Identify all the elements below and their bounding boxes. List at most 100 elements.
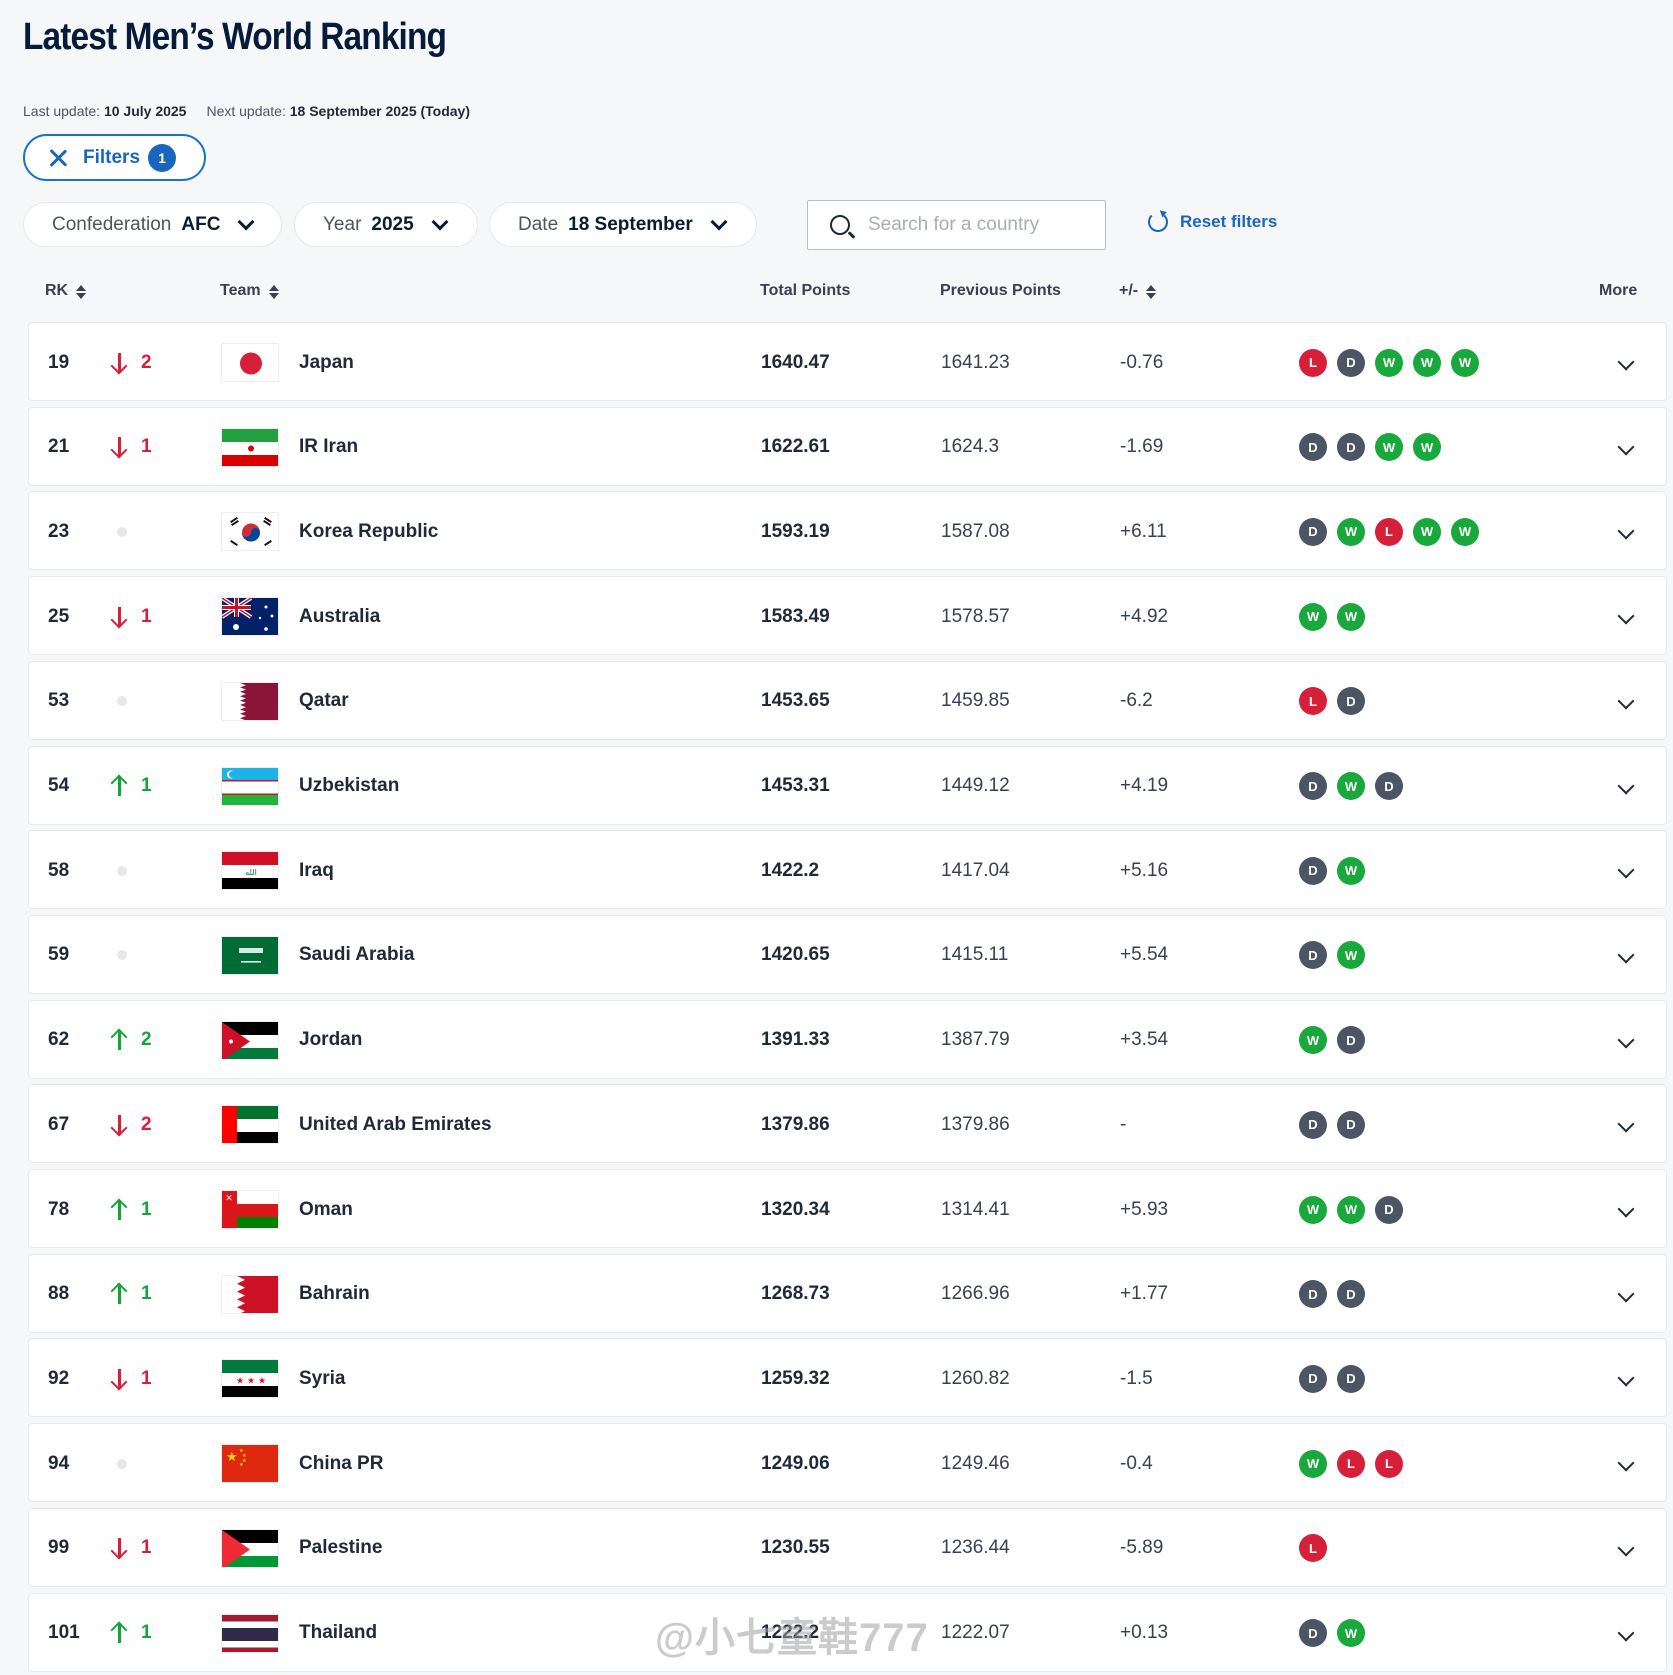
- form-badge: D: [1299, 1280, 1327, 1309]
- close-icon: [47, 147, 69, 169]
- no-change-indicator: [117, 696, 127, 707]
- previous-points: 1387.79: [941, 1029, 1010, 1051]
- chevron-down-icon[interactable]: [1617, 946, 1635, 964]
- table-header: RK Team Total Points Previous Points +/-…: [0, 276, 1673, 306]
- rank: 59: [48, 944, 70, 966]
- table-row[interactable]: 67 2 United Arab Emirates 1379.86 1379.86 - D D: [28, 1084, 1667, 1164]
- form-badge: D: [1299, 1364, 1327, 1393]
- svg-text:★: ★: [226, 1450, 238, 1465]
- table-row[interactable]: 25 1 Australia 1583.49 1578.57 +4.92 W W: [28, 576, 1667, 656]
- table-row[interactable]: 19 2 Japan 1640.47 1641.23 -0.76 L D W W W: [28, 322, 1667, 401]
- chevron-down-icon[interactable]: [1617, 1454, 1635, 1472]
- header-previous-points: Previous Points: [940, 282, 1061, 300]
- team-name[interactable]: Japan: [299, 351, 354, 373]
- rank-move: [111, 492, 127, 571]
- syria-flag-icon: ★ ★ ★: [221, 1359, 279, 1399]
- table-row[interactable]: 101 1 Thailand 1222.2 1222.07 +0.13 D W: [28, 1592, 1667, 1672]
- chevron-down-icon[interactable]: [1617, 777, 1635, 794]
- form-badge: L: [1299, 1534, 1327, 1563]
- chevron-down-icon[interactable]: [1617, 1285, 1635, 1303]
- form-badge: W: [1375, 433, 1403, 462]
- search-input[interactable]: [868, 214, 1098, 236]
- svg-text:★: ★: [247, 1377, 255, 1387]
- chevron-down-icon[interactable]: [1617, 438, 1635, 456]
- table-row[interactable]: 99 1 Palestine 1230.55 1236.44 -5.89 L: [28, 1507, 1667, 1587]
- oman-flag-icon: ✕: [221, 1190, 279, 1229]
- reset-filters-button[interactable]: Reset filters: [1148, 212, 1277, 232]
- team-name[interactable]: China PR: [299, 1452, 384, 1474]
- team-name[interactable]: United Arab Emirates: [299, 1113, 492, 1135]
- team-name[interactable]: Saudi Arabia: [299, 944, 415, 966]
- chevron-down-icon[interactable]: [1617, 861, 1635, 879]
- rank: 78: [48, 1198, 70, 1220]
- table-row[interactable]: 54 1 Uzbekistan 1453.31 1449.12 +4.19 D W D: [28, 745, 1667, 826]
- team-name[interactable]: Australia: [299, 605, 381, 627]
- chevron-down-icon[interactable]: [1617, 1624, 1635, 1641]
- points-diff: -1.5: [1120, 1367, 1153, 1389]
- thailand-flag-icon: [221, 1613, 279, 1653]
- header-rank[interactable]: RK: [45, 282, 87, 300]
- team-name[interactable]: Korea Republic: [299, 520, 439, 542]
- points-diff: -6.2: [1120, 690, 1153, 712]
- table-row[interactable]: 88 1 Bahrain 1268.73 1266.96 +1.77 D D: [28, 1253, 1667, 1333]
- iran-flag-icon: [221, 427, 279, 467]
- chevron-down-icon[interactable]: [1617, 1031, 1635, 1049]
- chevron-down-icon[interactable]: [1617, 1200, 1635, 1218]
- chevron-down-icon[interactable]: [1617, 1539, 1635, 1557]
- chevron-down-icon[interactable]: [1617, 522, 1635, 540]
- team-name[interactable]: Jordan: [299, 1029, 363, 1051]
- table-row[interactable]: 23 Korea Republic 1593.19 1587.08 +6.11 D W L W W: [28, 491, 1667, 571]
- sort-icon: [1146, 284, 1157, 299]
- team-name[interactable]: Bahrain: [299, 1283, 370, 1305]
- team-name[interactable]: Oman: [299, 1198, 353, 1220]
- table-row[interactable]: 53 Qatar 1453.65 1459.85 -6.2 L D: [28, 660, 1667, 740]
- chevron-down-icon[interactable]: [1617, 1115, 1635, 1133]
- header-rank-label: RK: [45, 282, 69, 299]
- form-badge: W: [1337, 517, 1365, 546]
- table-row[interactable]: 59 Saudi Arabia 1420.65 1415.11 +5.54 D W: [28, 914, 1667, 994]
- points-diff: -1.69: [1120, 436, 1164, 458]
- total-points: 1268.73: [761, 1283, 830, 1305]
- arrow-down-icon: [110, 352, 128, 374]
- team-name[interactable]: Palestine: [299, 1537, 383, 1559]
- team-name[interactable]: Qatar: [299, 690, 349, 712]
- table-row[interactable]: 62 2 Jordan 1391.33 1387.79 +3.54 W D: [28, 999, 1667, 1079]
- form-badge: D: [1337, 1280, 1365, 1309]
- table-row[interactable]: 92 1 ★ ★ ★ Syria 1259.32 1260.82 -1.5 D D: [28, 1338, 1667, 1418]
- year-dropdown[interactable]: Year 2025: [294, 202, 478, 247]
- form-badge: W: [1337, 856, 1365, 885]
- header-team[interactable]: Team: [220, 282, 279, 300]
- team-name[interactable]: Syria: [299, 1367, 346, 1389]
- table-row[interactable]: 21 1 IR Iran 1622.61 1624.3 -1.69 D D W W: [28, 406, 1667, 486]
- team-name[interactable]: IR Iran: [299, 436, 359, 458]
- form-badge: W: [1337, 941, 1365, 970]
- last-update-value: 10 July 2025: [103, 103, 187, 119]
- rank: 25: [48, 605, 70, 627]
- table-row[interactable]: 58 الله Iraq 1422.2 1417.04 +5.16 D W: [28, 830, 1667, 910]
- next-update-value: 18 September 2025 (Today): [289, 103, 471, 119]
- form-badge: D: [1299, 1110, 1327, 1139]
- team-name[interactable]: Uzbekistan: [299, 775, 400, 796]
- rank-move: [111, 1424, 127, 1503]
- chevron-down-icon[interactable]: [1617, 692, 1635, 710]
- form-badge: L: [1337, 1449, 1365, 1478]
- points-diff: +6.11: [1120, 520, 1167, 542]
- date-dropdown[interactable]: Date 18 September: [489, 202, 757, 247]
- chevron-down-icon[interactable]: [1617, 1369, 1635, 1387]
- table-row[interactable]: 78 1 ✕ Oman 1320.34 1314.41 +5.93 W W D: [28, 1169, 1667, 1248]
- table-row[interactable]: 94 ★ ★ ★ ★ ★ China PR 1249.06 1249.46 -0.4 W L L: [28, 1423, 1667, 1503]
- form-badge: D: [1299, 941, 1327, 970]
- chevron-down-icon[interactable]: [1617, 353, 1635, 371]
- team-name[interactable]: Iraq: [299, 859, 334, 881]
- header-diff[interactable]: +/-: [1119, 282, 1157, 300]
- chevron-down-icon[interactable]: [1617, 607, 1635, 625]
- confederation-dropdown[interactable]: Confederation AFC: [23, 202, 282, 247]
- rank-move-value: 1: [141, 1622, 152, 1643]
- team-name[interactable]: Thailand: [299, 1622, 378, 1643]
- filters-toggle-button[interactable]: Filters 1: [23, 134, 206, 181]
- rank-move-value: 1: [141, 775, 152, 796]
